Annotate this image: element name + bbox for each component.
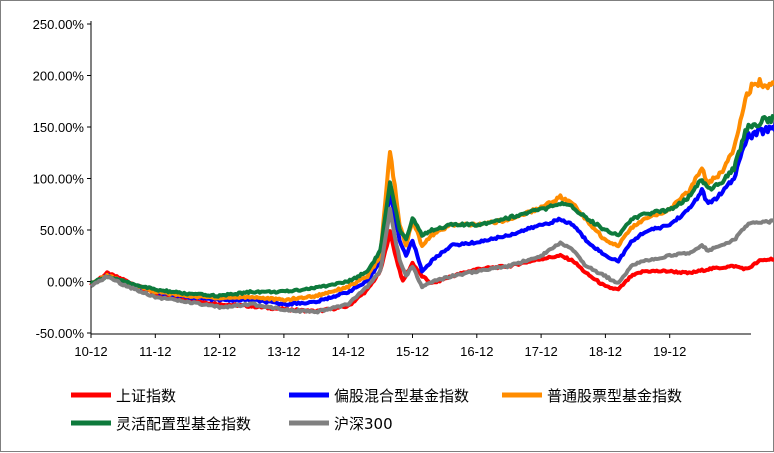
x-tick-label: 16-12 bbox=[460, 344, 493, 359]
legend-label: 普通股票型基金指数 bbox=[547, 387, 682, 405]
x-tick-label: 18-12 bbox=[589, 344, 622, 359]
x-tick-label: 12-12 bbox=[203, 344, 236, 359]
series-lines bbox=[89, 77, 774, 315]
x-tick-label: 11-12 bbox=[139, 344, 171, 359]
series-line bbox=[89, 114, 774, 299]
y-tick-label: 150.00% bbox=[33, 120, 85, 135]
y-tick-label: 0.00% bbox=[47, 275, 84, 290]
legend-label: 灵活配置型基金指数 bbox=[116, 415, 251, 433]
y-tick-label: -50.00% bbox=[36, 326, 85, 341]
x-tick-label: 13-12 bbox=[267, 344, 300, 359]
legend-label: 偏股混合型基金指数 bbox=[334, 387, 469, 405]
chart-axes: 250.00% 200.00% 150.00% 100.00% 50.00% 0.00% -… bbox=[33, 17, 751, 359]
series-line bbox=[90, 77, 774, 303]
legend-label: 上证指数 bbox=[116, 387, 176, 405]
x-tick-label: 19-12 bbox=[653, 344, 686, 359]
legend-label: 沪深300 bbox=[334, 415, 393, 433]
y-tick-label: 200.00% bbox=[33, 69, 85, 84]
y-tick-label: 50.00% bbox=[40, 223, 85, 238]
series-line bbox=[90, 206, 774, 315]
x-tick-label: 14-12 bbox=[332, 344, 365, 359]
y-tick-label: 250.00% bbox=[33, 17, 85, 32]
x-tick-label: 17-12 bbox=[524, 344, 557, 359]
x-tick-label: 10-12 bbox=[74, 344, 107, 359]
x-tick-label: 15-12 bbox=[396, 344, 429, 359]
y-tick-label: 100.00% bbox=[33, 172, 85, 187]
